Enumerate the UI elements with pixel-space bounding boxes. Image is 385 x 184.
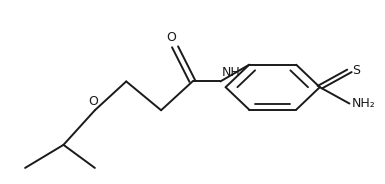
Text: NH: NH xyxy=(222,66,241,79)
Text: S: S xyxy=(352,64,360,77)
Text: NH₂: NH₂ xyxy=(352,97,376,110)
Text: O: O xyxy=(88,95,98,108)
Text: O: O xyxy=(166,31,176,44)
